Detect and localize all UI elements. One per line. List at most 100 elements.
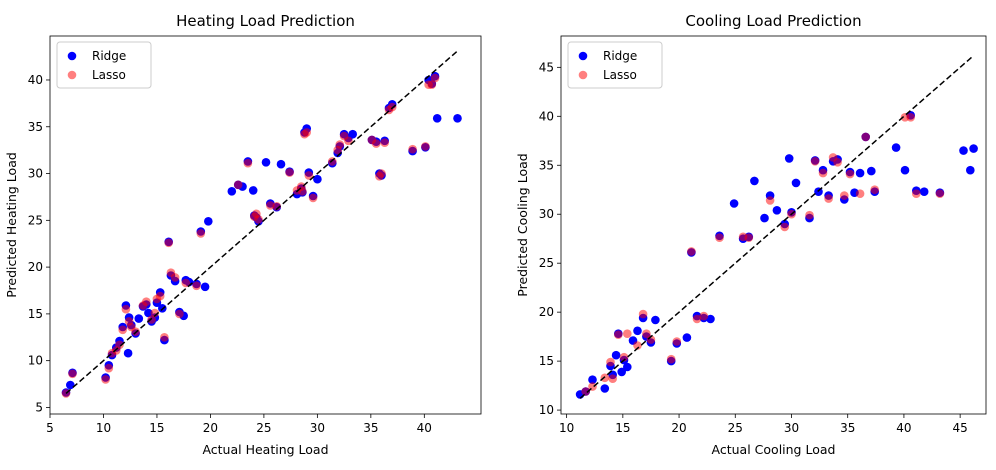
cooling-x-tick-label: 45 <box>952 421 967 435</box>
heating-lasso-point <box>266 201 275 210</box>
cooling-plot-area <box>561 36 986 414</box>
cooling-lasso-point <box>805 210 814 220</box>
heating-lasso-point <box>377 169 386 178</box>
heating-lasso-point <box>192 281 201 291</box>
cooling-y-tick-label: 45 <box>539 60 554 74</box>
cooling-x-axis-label: Actual Cooling Load <box>712 442 836 457</box>
heating-x-tick-label: 10 <box>96 421 111 435</box>
heating-lasso-point <box>160 333 169 342</box>
heating-y-tick-label: 30 <box>28 167 43 181</box>
cooling-ridge-point <box>791 178 801 188</box>
cooling-lasso-point <box>840 191 849 200</box>
cooling-lasso-point <box>666 354 676 364</box>
cooling-y-tick-label: 20 <box>539 305 554 319</box>
cooling-lasso-point <box>855 189 865 198</box>
cooling-y-tick-label: 25 <box>539 256 554 270</box>
heating-lasso-point <box>142 297 151 307</box>
heating-legend: Ridge Lasso <box>56 41 152 89</box>
heating-lasso-point <box>285 168 294 177</box>
cooling-lasso-point <box>606 357 615 367</box>
heating-lasso-point <box>243 158 253 168</box>
heating-x-tick-label: 35 <box>363 421 378 435</box>
cooling-ridge-point <box>784 154 794 163</box>
cooling-lasso-point <box>687 247 696 256</box>
cooling-x-tick-label: 25 <box>728 421 743 435</box>
heating-chart-title: Heating Load Prediction <box>176 12 355 30</box>
heating-lasso-point <box>164 238 173 248</box>
cooling-lasso-point <box>833 158 842 167</box>
cooling-ridge-point <box>682 333 692 342</box>
heating-ridge-point <box>200 282 210 292</box>
heating-lasso-point <box>408 144 417 154</box>
heating-legend-marker-ridge <box>67 51 77 61</box>
cooling-legend: Ridge Lasso <box>567 41 663 89</box>
cooling-lasso-point <box>818 168 828 178</box>
cooling-lasso-point <box>672 337 682 346</box>
cooling-lasso-point <box>715 233 724 242</box>
heating-legend-box <box>56 41 152 89</box>
heating-ridge-point <box>66 380 75 390</box>
cooling-x-tick-label: 30 <box>784 421 799 435</box>
heating-legend-marker-lasso <box>67 70 77 80</box>
cooling-ridge-point <box>750 176 759 186</box>
heating-x-tick-label: 40 <box>417 421 432 435</box>
cooling-legend-box <box>567 41 663 89</box>
cooling-ridge-point <box>600 384 610 393</box>
heating-lasso-point <box>344 136 353 146</box>
cooling-lasso-point <box>608 374 617 384</box>
cooling-lasso-point <box>810 157 820 166</box>
cooling-lasso-point <box>633 341 642 350</box>
cooling-legend-label-ridge: Ridge <box>603 49 637 63</box>
cooling-ridge-point <box>706 314 715 324</box>
heating-lasso-point <box>121 304 131 314</box>
heating-ridge-point <box>432 114 442 123</box>
heating-ridge-point <box>453 114 462 123</box>
heating-reference-line <box>65 50 458 394</box>
heating-ridge-point <box>348 129 358 139</box>
cooling-legend-label-lasso: Lasso <box>603 68 637 82</box>
heating-y-tick-label: 10 <box>28 354 43 368</box>
cooling-lasso-point <box>614 330 623 340</box>
cooling-x-tick-label: 40 <box>896 421 911 435</box>
cooling-ridge-point <box>611 350 621 360</box>
heating-y-tick-label: 15 <box>28 307 43 321</box>
heating-legend-label-lasso: Lasso <box>92 68 126 82</box>
cooling-ridge-point <box>855 168 865 178</box>
heating-lasso-point <box>304 171 314 180</box>
heating-lasso-point <box>155 291 165 301</box>
heating-lasso-point <box>427 80 437 89</box>
cooling-lasso-point <box>870 185 879 194</box>
heating-lasso-point <box>175 309 184 319</box>
cooling-legend-marker-lasso <box>578 70 588 80</box>
heating-lasso-point <box>115 340 124 350</box>
cooling-ridge-point <box>891 143 901 152</box>
heating-ridge-point <box>313 174 322 184</box>
cooling-lasso-point <box>861 132 870 142</box>
heating-legend-label-ridge: Ridge <box>92 49 126 63</box>
cooling-lasso-point <box>646 335 656 344</box>
cooling-y-axis-label: Predicted Cooling Load <box>515 153 530 296</box>
heating-lasso-point <box>150 308 160 318</box>
heating-lasso-point <box>421 142 430 151</box>
cooling-lasso-point <box>845 169 855 179</box>
heating-y-tick-label: 25 <box>28 213 43 227</box>
cooling-ridge-point <box>651 315 660 325</box>
heating-lasso-point <box>371 139 381 148</box>
cooling-y-tick-label: 10 <box>539 403 554 417</box>
cooling-lasso-point <box>623 329 632 339</box>
cooling-lasso-point <box>912 189 921 198</box>
heating-axes-frame <box>49 35 482 415</box>
heating-lasso-point <box>254 215 263 224</box>
heating-plot-area <box>50 36 481 414</box>
cooling-ridge-point <box>617 367 626 377</box>
cooling-lasso-point <box>692 314 702 324</box>
cooling-lasso-point <box>619 352 629 362</box>
cooling-y-tick-label: 15 <box>539 354 554 368</box>
heating-lasso-point <box>308 193 318 203</box>
heating-lasso-point <box>68 369 77 379</box>
cooling-ridge-point <box>919 187 929 196</box>
heating-ridge-point <box>123 348 133 358</box>
cooling-lasso-point <box>638 309 648 319</box>
cooling-ridge-point <box>959 146 968 155</box>
